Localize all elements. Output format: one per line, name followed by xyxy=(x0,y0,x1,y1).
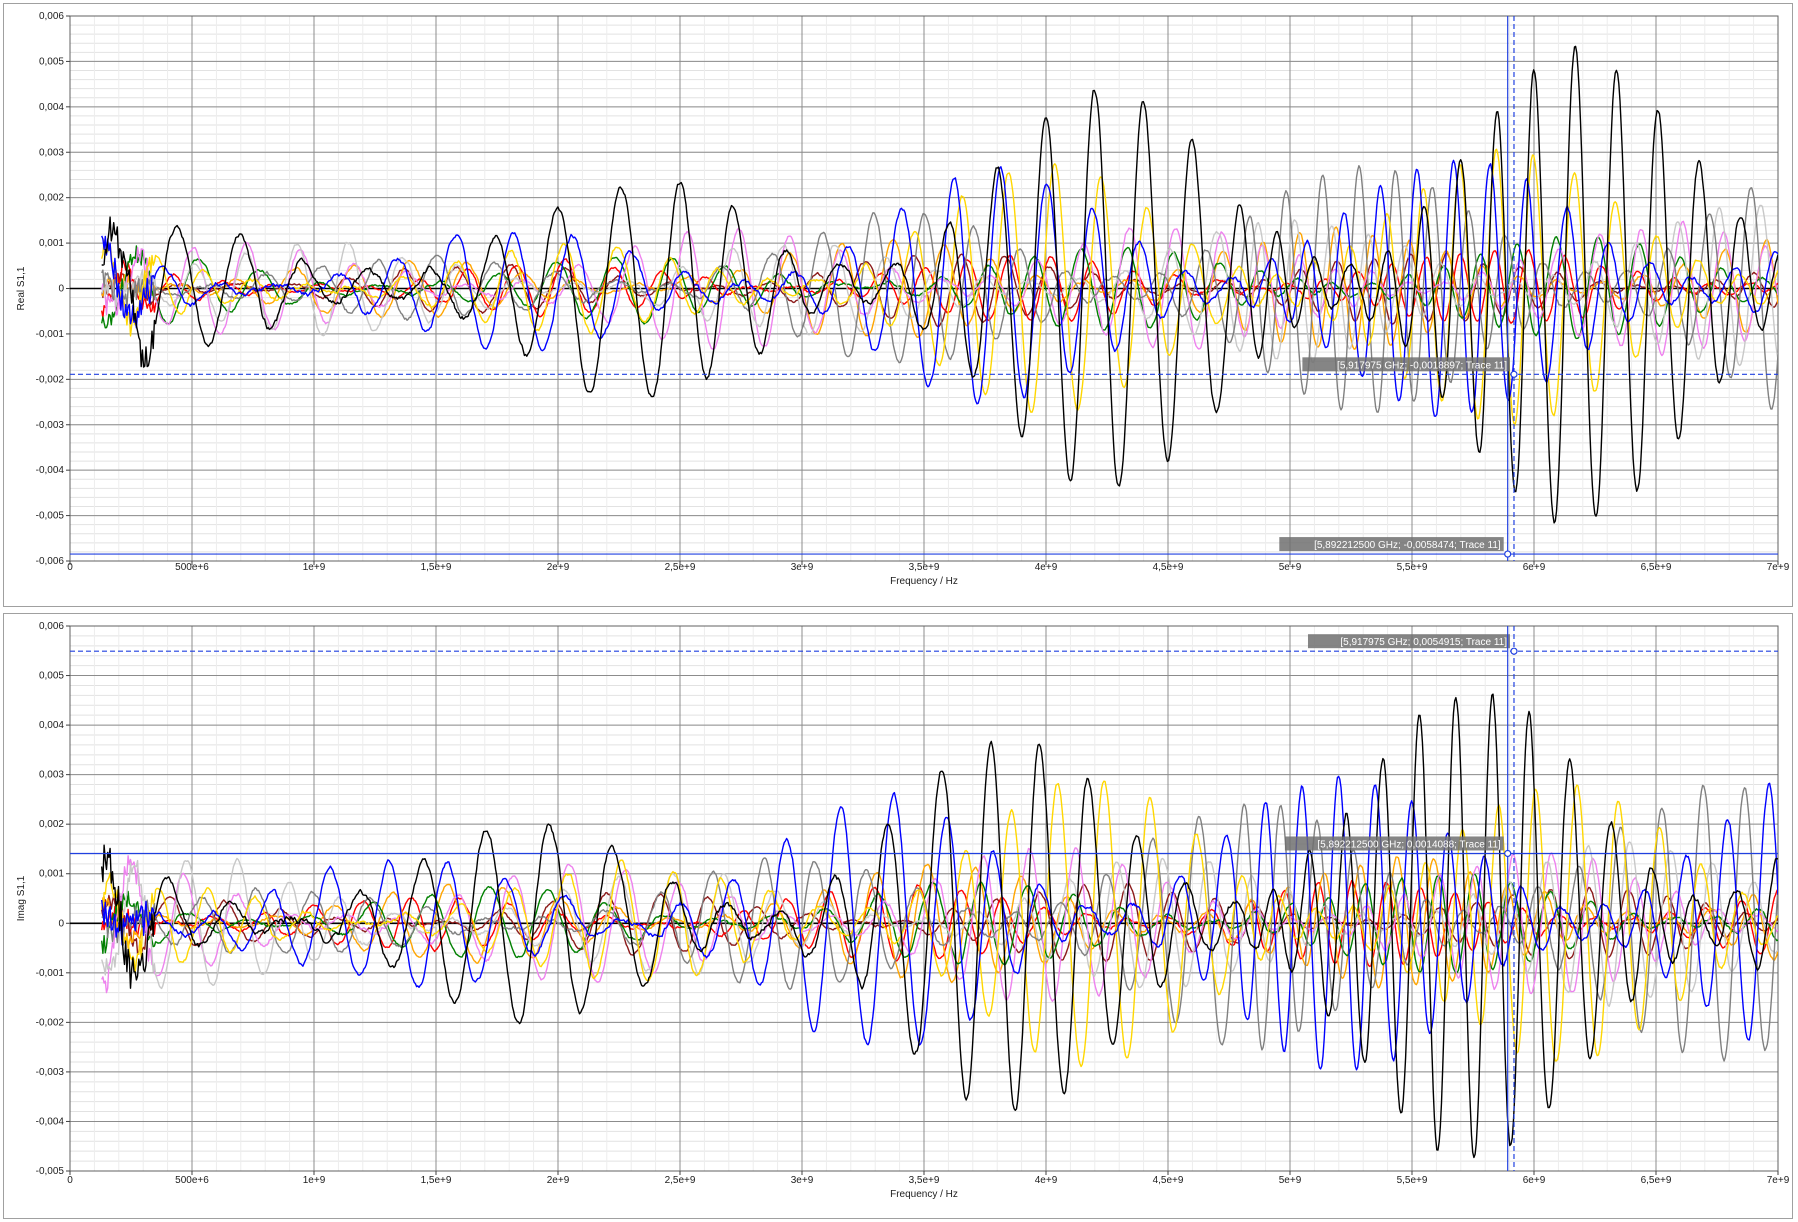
marker[interactable]: [5,892212500 GHz; -0,0058474; Trace 11] xyxy=(70,16,1778,561)
y-tick-label: -0,004 xyxy=(36,465,65,476)
marker-point[interactable] xyxy=(1504,849,1512,858)
y-tick-label: -0,005 xyxy=(36,1166,65,1177)
x-tick-label: 6e+9 xyxy=(1523,562,1546,573)
y-tick-label: -0,005 xyxy=(36,511,65,522)
x-tick-label: 4,5e+9 xyxy=(1153,562,1184,573)
x-tick-label: 2e+9 xyxy=(547,1175,570,1186)
x-tick-label: 1e+9 xyxy=(303,562,326,573)
y-axis-title: Real S1,1 xyxy=(16,266,27,310)
marker-label-box xyxy=(1279,537,1504,552)
marker-label: [5,892212500 GHz; 0,0014088; Trace 11] xyxy=(1317,839,1501,850)
x-tick-label: 1e+9 xyxy=(303,1175,326,1186)
y-tick-label: 0,001 xyxy=(39,238,64,249)
y-tick-label: -0,001 xyxy=(36,968,65,979)
x-tick-label: 0 xyxy=(67,562,73,573)
series-line xyxy=(101,252,1778,328)
x-tick-label: 0 xyxy=(67,1175,73,1186)
x-tick-label: 7e+9 xyxy=(1767,562,1790,573)
x-tick-label: 4,5e+9 xyxy=(1153,1175,1184,1186)
series-line xyxy=(101,220,1778,357)
x-tick-label: 3,5e+9 xyxy=(909,1175,940,1186)
x-tick-label: 3e+9 xyxy=(791,562,814,573)
y-tick-label: 0,006 xyxy=(39,11,64,22)
y-tick-label: 0,006 xyxy=(39,621,64,632)
x-tick-label: 5e+9 xyxy=(1279,1175,1302,1186)
imag-s11-chart-panel[interactable]: 0,006 0,005 0,004 0,003 0,002 0,001 0 -0,001 -0,… xyxy=(3,613,1793,1219)
marker-label-box xyxy=(1307,634,1510,649)
x-axis-title: Frequency / Hz xyxy=(890,576,958,587)
x-tick-label: 4e+9 xyxy=(1035,562,1058,573)
x-tick-label: 6e+9 xyxy=(1523,1175,1546,1186)
x-tick-label: 6,5e+9 xyxy=(1641,562,1672,573)
y-tick-label: 0,001 xyxy=(39,869,64,880)
marker-label: [5,917975 GHz; -0,0018897; Trace 11] xyxy=(1337,360,1507,371)
series-line xyxy=(101,45,1778,524)
series-line xyxy=(101,847,1778,1002)
y-tick-label: 0,004 xyxy=(39,102,64,113)
series-line xyxy=(101,159,1778,417)
marker-point[interactable] xyxy=(1504,550,1512,558)
y-tick-label: 0,005 xyxy=(39,671,64,682)
x-tick-label: 500e+6 xyxy=(175,562,209,573)
marker-point[interactable] xyxy=(1510,647,1518,655)
y-tick-label: -0,003 xyxy=(36,420,65,431)
x-tick-label: 3,5e+9 xyxy=(909,562,940,573)
x-tick-label: 3e+9 xyxy=(791,1175,814,1186)
series-line xyxy=(101,235,1778,340)
x-tick-label: 2,5e+9 xyxy=(665,562,696,573)
x-tick-label: 7e+9 xyxy=(1767,1175,1790,1186)
marker-point[interactable] xyxy=(1510,370,1518,378)
y-tick-label: -0,004 xyxy=(36,1116,65,1127)
marker-label: [5,917975 GHz; 0,0054915; Trace 11] xyxy=(1340,637,1507,648)
x-tick-label: 500e+6 xyxy=(175,1175,209,1186)
marker[interactable]: [5,892212500 GHz; 0,0014088; Trace 11] xyxy=(70,626,1778,1171)
x-tick-label: 2e+9 xyxy=(547,562,570,573)
real-s11-chart[interactable]: 0,006 0,005 0,004 0,003 0,002 0,001 0 -0,001 -0,… xyxy=(4,4,1792,606)
y-tick-label: 0,003 xyxy=(39,770,64,781)
x-axis-title: Frequency / Hz xyxy=(890,1189,958,1200)
series-line xyxy=(101,204,1778,367)
marker[interactable]: [5,917975 GHz; 0,0054915; Trace 11] xyxy=(70,626,1778,1171)
x-tick-label: 2,5e+9 xyxy=(665,1175,696,1186)
y-tick-label: 0 xyxy=(58,284,64,295)
x-tick-label: 5,5e+9 xyxy=(1397,562,1428,573)
y-tick-label: 0,004 xyxy=(39,720,64,731)
y-tick-label: -0,003 xyxy=(36,1067,65,1078)
y-tick-label: -0,002 xyxy=(36,1017,65,1028)
x-tick-label: 5,5e+9 xyxy=(1397,1175,1428,1186)
series-line xyxy=(101,148,1778,427)
series-line xyxy=(101,775,1778,1071)
y-tick-label: -0,006 xyxy=(36,556,65,567)
series-line xyxy=(101,784,1778,1062)
y-tick-label: 0,005 xyxy=(39,56,64,67)
y-axis-title: Imag S1,1 xyxy=(16,875,27,921)
y-tick-label: 0 xyxy=(58,918,64,929)
y-tick-label: -0,002 xyxy=(36,374,65,385)
x-tick-label: 1,5e+9 xyxy=(421,1175,452,1186)
series-line xyxy=(101,693,1778,1159)
x-tick-label: 1,5e+9 xyxy=(421,562,452,573)
x-tick-label: 5e+9 xyxy=(1279,562,1302,573)
series-group xyxy=(101,693,1778,1159)
series-line xyxy=(101,873,1778,974)
x-tick-label: 4e+9 xyxy=(1035,1175,1058,1186)
y-tick-label: 0,002 xyxy=(39,193,64,204)
x-tick-label: 6,5e+9 xyxy=(1641,1175,1672,1186)
y-tick-label: -0,001 xyxy=(36,329,65,340)
marker-label: [5,892212500 GHz; -0,0058474; Trace 11] xyxy=(1314,540,1501,551)
imag-s11-chart[interactable]: 0,006 0,005 0,004 0,003 0,002 0,001 0 -0,001 -0,… xyxy=(4,614,1792,1218)
marker-label-box xyxy=(1302,357,1510,372)
marker[interactable]: [5,917975 GHz; -0,0018897; Trace 11] xyxy=(70,16,1778,561)
y-tick-label: 0,002 xyxy=(39,819,64,830)
series-group xyxy=(101,45,1778,524)
marker-label-box xyxy=(1284,836,1504,851)
real-s11-chart-panel[interactable]: 0,006 0,005 0,004 0,003 0,002 0,001 0 -0,001 -0,… xyxy=(3,3,1793,607)
y-tick-label: 0,003 xyxy=(39,147,64,158)
